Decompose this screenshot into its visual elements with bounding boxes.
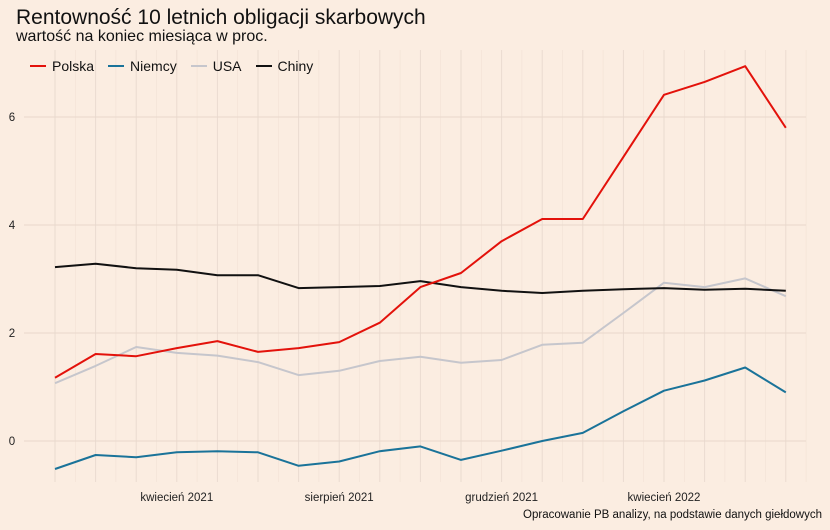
series-line-usa bbox=[54, 277, 787, 385]
y-tick-label: 6 bbox=[9, 112, 15, 124]
legend-item-usa: USA bbox=[190, 58, 242, 74]
legend-item-chiny: Chiny bbox=[255, 58, 314, 74]
y-tick-label: 4 bbox=[9, 220, 16, 232]
x-tick-label: kwiecień 2021 bbox=[140, 492, 213, 504]
chart-caption: Opracowanie PB analizy, na podstawie dan… bbox=[523, 509, 822, 521]
legend-swatch bbox=[30, 65, 46, 67]
series-line-polska bbox=[54, 65, 787, 379]
series-lines bbox=[54, 65, 787, 470]
legend-label: Chiny bbox=[277, 58, 314, 74]
y-tick-label: 0 bbox=[9, 436, 15, 448]
legend-label: Polska bbox=[52, 58, 95, 74]
legend-item-polska: Polska bbox=[30, 58, 94, 74]
legend: Polska Niemcy USA Chiny bbox=[30, 58, 313, 74]
y-tick-label: 2 bbox=[9, 328, 15, 340]
legend-swatch bbox=[190, 65, 207, 67]
x-tick-label: sierpień 2021 bbox=[305, 492, 374, 504]
series-line-chiny bbox=[54, 262, 786, 294]
legend-label: USA bbox=[212, 58, 242, 74]
legend-swatch bbox=[255, 65, 272, 67]
legend-swatch bbox=[108, 65, 125, 67]
legend-item-niemcy: Niemcy bbox=[108, 58, 177, 74]
y-axis: 0 2 4 6 bbox=[9, 112, 16, 448]
gridlines bbox=[24, 50, 807, 482]
x-tick-label: kwiecień 2022 bbox=[628, 492, 701, 504]
chart-subtitle: wartość na koniec miesiąca w proc. bbox=[16, 28, 268, 45]
x-tick-label: grudzień 2021 bbox=[465, 492, 538, 504]
legend-label: Niemcy bbox=[130, 58, 177, 74]
chart-title: Rentowność 10 letnich obligacji skarbowy… bbox=[16, 6, 426, 29]
x-axis: kwiecień 2021 sierpień 2021 grudzień 2021 k… bbox=[140, 492, 700, 504]
